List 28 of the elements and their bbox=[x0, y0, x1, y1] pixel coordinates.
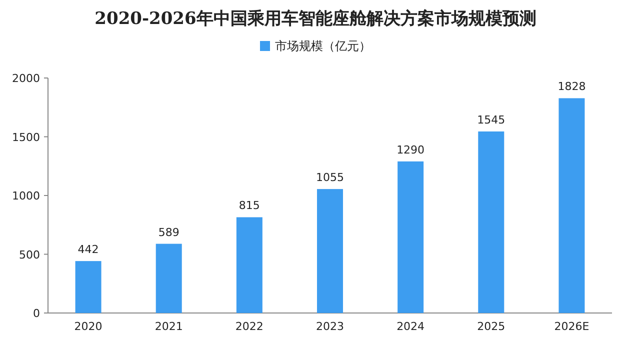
x-tick-label: 2022 bbox=[235, 320, 264, 333]
x-tick-label: 2023 bbox=[316, 320, 344, 333]
y-tick-label: 2000 bbox=[12, 72, 40, 85]
y-tick-label: 0 bbox=[33, 307, 40, 320]
legend-label: 市场规模（亿元） bbox=[275, 39, 371, 53]
bar bbox=[317, 189, 343, 313]
data-label: 442 bbox=[78, 243, 99, 256]
y-tick-label: 1000 bbox=[12, 190, 40, 202]
data-label: 1545 bbox=[477, 113, 506, 126]
data-label: 1055 bbox=[316, 171, 344, 184]
y-tick-label: 1500 bbox=[12, 130, 40, 144]
bar bbox=[398, 161, 424, 313]
bar bbox=[156, 244, 182, 313]
x-tick-label: 2026E bbox=[554, 320, 590, 333]
bar bbox=[558, 98, 585, 313]
y-tick-label: 500 bbox=[19, 248, 40, 262]
bar bbox=[478, 131, 504, 313]
chart-title: 2020-2026年中国乘用车智能座舱解决方案市场规模预测 bbox=[94, 8, 536, 29]
x-tick-label: 2021 bbox=[154, 320, 183, 333]
x-tick-label: 2020 bbox=[74, 320, 102, 333]
x-tick-label: 2024 bbox=[396, 320, 425, 333]
bar bbox=[75, 261, 102, 313]
data-label: 1828 bbox=[558, 80, 586, 94]
bar bbox=[236, 217, 262, 313]
x-tick-label: 2025 bbox=[477, 320, 506, 333]
data-label: 1290 bbox=[396, 143, 425, 156]
data-label: 815 bbox=[238, 199, 260, 212]
data-label: 589 bbox=[158, 226, 180, 239]
